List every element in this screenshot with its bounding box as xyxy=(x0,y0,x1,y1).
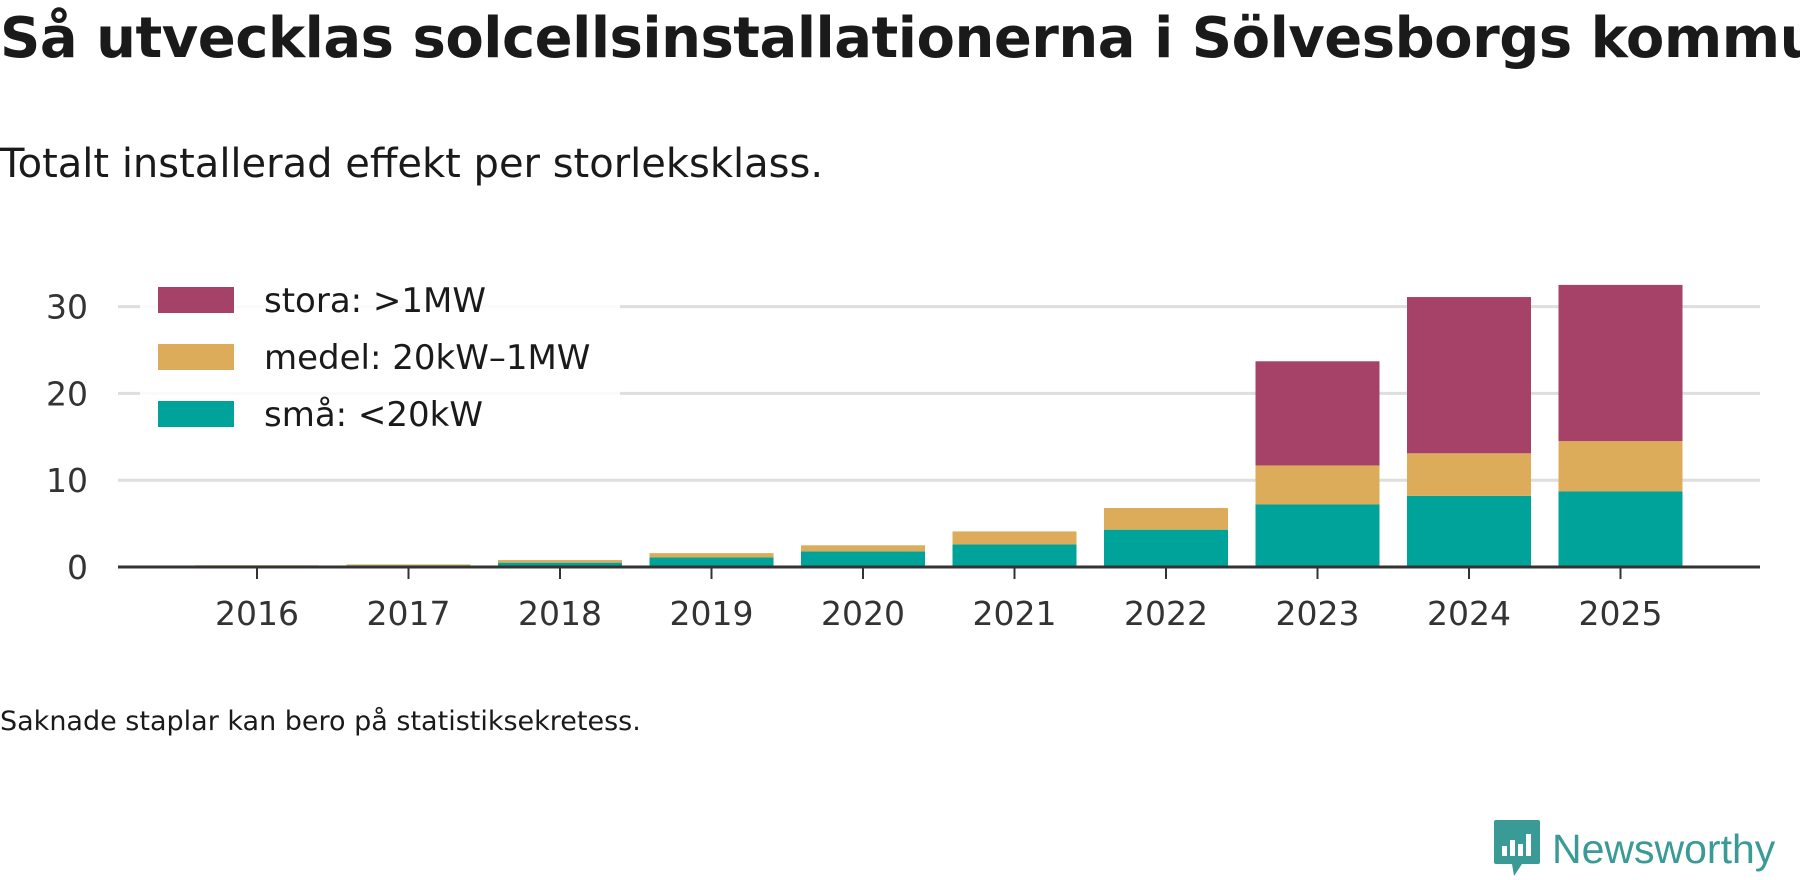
bar-segment[interactable] xyxy=(1558,441,1683,492)
y-tick-label: 10 xyxy=(46,461,88,500)
bar-segment[interactable] xyxy=(498,560,622,563)
bar-segment[interactable] xyxy=(1255,465,1380,505)
y-tick-label: 0 xyxy=(67,548,88,587)
bar-segment[interactable] xyxy=(649,553,774,558)
bar-segment[interactable] xyxy=(801,545,925,552)
bar-segment[interactable] xyxy=(1407,297,1531,454)
x-tick-label: 2019 xyxy=(670,594,754,633)
x-tick-label: 2023 xyxy=(1276,594,1360,633)
bar-segment[interactable] xyxy=(1255,361,1380,466)
brand-name: Newsworthy xyxy=(1552,825,1776,872)
bar-segment[interactable] xyxy=(346,564,471,566)
bar-segment[interactable] xyxy=(498,562,622,567)
x-tick-label: 2021 xyxy=(973,594,1057,633)
x-tick-label: 2022 xyxy=(1124,594,1208,633)
legend-label: medel: 20kW–1MW xyxy=(264,338,590,378)
legend-swatch xyxy=(158,344,234,370)
y-tick-label: 30 xyxy=(46,288,88,327)
x-tick-label: 2018 xyxy=(518,594,602,633)
bar-segment[interactable] xyxy=(649,557,774,567)
bar-segment[interactable] xyxy=(801,551,925,567)
y-tick-label: 20 xyxy=(46,374,88,413)
bar-segment[interactable] xyxy=(1255,504,1380,567)
bar-segment[interactable] xyxy=(952,544,1077,567)
bar-segment[interactable] xyxy=(1104,507,1228,530)
x-tick-label: 2016 xyxy=(215,594,299,633)
bar-segment[interactable] xyxy=(1104,529,1228,567)
brand-logo[interactable]: Newsworthy xyxy=(1492,818,1775,880)
bar-segment[interactable] xyxy=(1407,495,1531,567)
footnote: Saknade staplar kan bero på statistiksek… xyxy=(0,706,641,737)
x-tick-label: 2020 xyxy=(821,594,905,633)
bar-segment[interactable] xyxy=(952,531,1077,545)
stacked-bar-chart: 0 10 20 30 2016 2017 2018 2019 2020 2021 2022 2023 2… xyxy=(46,281,1760,633)
legend-swatch xyxy=(158,401,234,427)
chart-subtitle: Totalt installerad effekt per storlekskl… xyxy=(0,141,824,187)
bar-segment[interactable] xyxy=(1558,284,1683,442)
legend-swatch xyxy=(158,287,234,313)
chart-title: Så utvecklas solcellsinstallationerna i … xyxy=(0,6,1800,71)
x-tick-label: 2017 xyxy=(367,594,451,633)
x-tick-label: 2025 xyxy=(1579,594,1663,633)
newsworthy-logo-icon xyxy=(1494,820,1540,876)
bar-segment[interactable] xyxy=(1558,491,1683,567)
legend-label: stora: >1MW xyxy=(264,281,486,321)
legend-label: små: <20kW xyxy=(264,395,483,435)
bar-segment[interactable] xyxy=(1407,453,1531,496)
x-tick-label: 2024 xyxy=(1427,594,1511,633)
